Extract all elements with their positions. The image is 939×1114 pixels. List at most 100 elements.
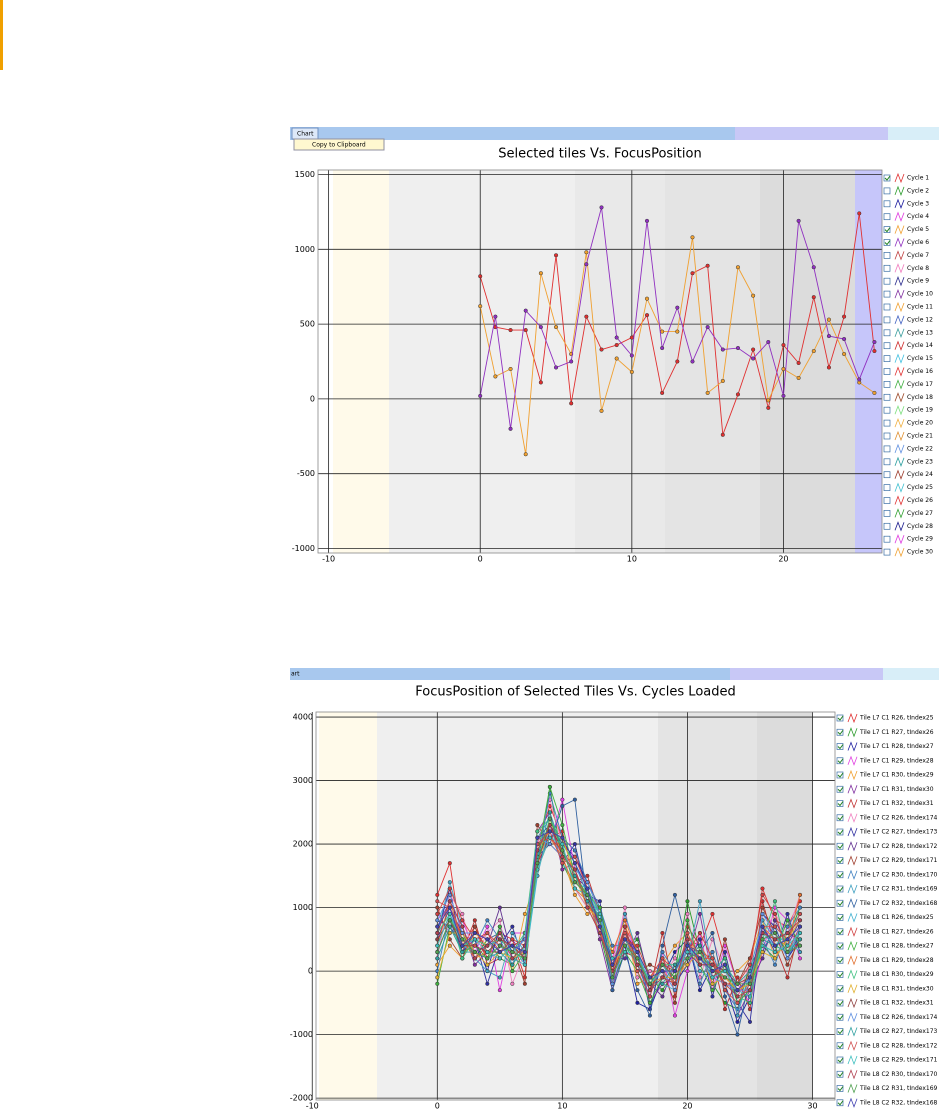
legend-checkbox[interactable] [836, 871, 844, 879]
legend-checkbox[interactable] [836, 728, 844, 736]
legend-checkbox[interactable] [883, 393, 891, 401]
legend-check[interactable] [837, 772, 844, 778]
legend-label[interactable]: Cycle 24 [907, 471, 933, 478]
legend-checkbox[interactable] [836, 757, 844, 765]
legend-check[interactable] [884, 175, 891, 181]
legend-label[interactable]: Tile L7 C2 R27, tIndex173 [859, 829, 938, 836]
legend-checkbox[interactable] [883, 200, 891, 208]
legend-label[interactable]: Cycle 8 [907, 265, 929, 272]
legend-checkbox[interactable] [883, 432, 891, 440]
legend-label[interactable]: Cycle 20 [907, 420, 933, 427]
legend-label[interactable]: Tile L7 C2 R32, tIndex168 [859, 900, 938, 907]
legend-label[interactable]: Cycle 6 [907, 239, 929, 246]
legend-label[interactable]: Tile L7 C2 R30, tIndex170 [859, 871, 938, 878]
legend-checkbox[interactable] [883, 458, 891, 466]
legend-checkbox[interactable] [883, 342, 891, 350]
legend-checkbox[interactable] [883, 303, 891, 311]
legend-checkbox[interactable] [836, 828, 844, 836]
legend-label[interactable]: Cycle 10 [907, 291, 933, 298]
legend-checkbox[interactable] [836, 885, 844, 893]
legend-checkbox[interactable] [836, 743, 844, 750]
legend-checkbox[interactable] [836, 1028, 844, 1035]
legend-label[interactable]: Tile L8 C1 R32, tIndex31 [859, 1000, 934, 1007]
legend-checkbox[interactable] [883, 213, 891, 221]
legend-label[interactable]: Cycle 3 [907, 200, 929, 207]
legend-checkbox[interactable] [883, 419, 891, 427]
legend-label[interactable]: Cycle 14 [907, 342, 933, 349]
legend-label[interactable]: Cycle 12 [907, 316, 933, 323]
legend-check[interactable] [837, 1086, 844, 1092]
legend-label[interactable]: Tile L7 C2 R26, tIndex174 [859, 814, 938, 821]
legend-label[interactable]: Tile L7 C2 R29, tIndex171 [859, 857, 938, 864]
legend-label[interactable]: Cycle 9 [907, 278, 929, 285]
legend-checkbox[interactable] [883, 497, 891, 504]
legend-checkbox[interactable] [883, 522, 891, 530]
legend-label[interactable]: Cycle 15 [907, 355, 933, 362]
legend-check[interactable] [837, 1043, 844, 1049]
legend-label[interactable]: Cycle 18 [907, 394, 933, 401]
legend-check[interactable] [837, 872, 844, 878]
legend-checkbox[interactable] [836, 785, 844, 793]
legend-checkbox[interactable] [883, 252, 891, 259]
legend-label[interactable]: Cycle 1 [907, 175, 929, 182]
legend-label[interactable]: Cycle 16 [907, 368, 933, 375]
legend-checkbox[interactable] [883, 471, 891, 479]
legend-label[interactable]: Tile L7 C1 R30, tIndex29 [859, 772, 934, 779]
legend-label[interactable]: Cycle 25 [907, 484, 933, 491]
legend-check[interactable] [837, 815, 844, 821]
legend-checkbox[interactable] [883, 264, 891, 272]
legend-check[interactable] [837, 801, 844, 807]
legend-check[interactable] [837, 900, 844, 907]
legend-label[interactable]: Tile L8 C2 R29, tIndex171 [859, 1057, 938, 1064]
legend-checkbox[interactable] [836, 1056, 844, 1064]
legend-checkbox[interactable] [836, 928, 844, 936]
legend-checkbox[interactable] [836, 842, 844, 850]
legend-label[interactable]: Cycle 21 [907, 433, 933, 440]
legend-checkbox[interactable] [836, 914, 844, 921]
legend-check[interactable] [837, 1014, 844, 1021]
legend-label[interactable]: Tile L8 C2 R31, tIndex169 [859, 1085, 938, 1092]
legend-checkbox[interactable] [836, 999, 844, 1007]
legend-checkbox[interactable] [836, 1085, 844, 1092]
legend-label[interactable]: Tile L7 C1 R29, tIndex28 [859, 757, 934, 764]
menu-item[interactable] [293, 138, 385, 151]
legend-check[interactable] [837, 729, 844, 736]
legend-label[interactable]: Tile L7 C1 R32, tIndex31 [859, 800, 934, 807]
legend-label[interactable]: Tile L8 C2 R27, tIndex173 [859, 1028, 938, 1035]
legend-check[interactable] [837, 915, 844, 921]
legend-checkbox[interactable] [836, 985, 844, 993]
legend-checkbox[interactable] [883, 355, 891, 362]
menu-label[interactable]: art [291, 671, 300, 678]
legend-label[interactable]: Tile L7 C1 R31, tIndex30 [859, 786, 934, 793]
legend-checkbox[interactable] [836, 857, 844, 864]
legend-checkbox[interactable] [883, 277, 891, 285]
legend-checkbox[interactable] [883, 316, 891, 324]
menu-label[interactable]: Chart [297, 131, 314, 138]
legend-label[interactable]: Cycle 22 [907, 445, 933, 452]
legend-label[interactable]: Cycle 2 [907, 187, 929, 194]
legend-check[interactable] [837, 786, 844, 793]
legend-checkbox[interactable] [836, 1042, 844, 1050]
legend-label[interactable]: Tile L8 C2 R30, tIndex170 [859, 1071, 938, 1078]
legend-label[interactable]: Tile L8 C1 R29, tIndex28 [859, 957, 934, 964]
legend-label[interactable]: Tile L7 C2 R28, tIndex172 [859, 843, 938, 850]
legend-checkbox[interactable] [883, 381, 891, 388]
legend-checkbox[interactable] [883, 290, 891, 298]
legend-checkbox[interactable] [883, 174, 891, 182]
legend-label[interactable]: Cycle 13 [907, 329, 933, 336]
legend-label[interactable]: Tile L8 C2 R28, tIndex172 [859, 1042, 938, 1049]
legend-checkbox[interactable] [836, 899, 844, 907]
legend-checkbox[interactable] [883, 239, 891, 246]
legend-checkbox[interactable] [883, 510, 891, 517]
legend-checkbox[interactable] [836, 1013, 844, 1021]
legend-checkbox[interactable] [883, 484, 891, 491]
legend-check[interactable] [837, 886, 844, 892]
legend-label[interactable]: Cycle 30 [907, 549, 933, 556]
legend-label[interactable]: Cycle 27 [907, 510, 933, 517]
legend-label[interactable]: Tile L8 C1 R28, tIndex27 [859, 943, 934, 950]
legend-checkbox[interactable] [883, 329, 891, 337]
legend-checkbox[interactable] [883, 226, 891, 233]
legend-checkbox[interactable] [883, 445, 891, 453]
legend-checkbox[interactable] [836, 814, 844, 822]
legend-check[interactable] [837, 972, 844, 978]
